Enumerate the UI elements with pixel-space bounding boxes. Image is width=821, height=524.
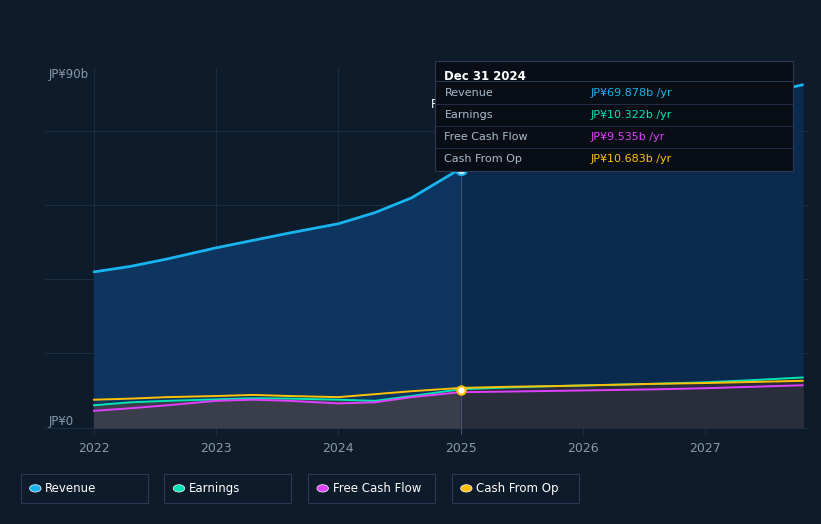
Text: Earnings: Earnings [444,110,493,121]
Text: Revenue: Revenue [45,482,97,495]
Text: JP¥10.683b /yr: JP¥10.683b /yr [590,154,672,165]
Text: Free Cash Flow: Free Cash Flow [444,132,528,143]
Text: JP¥0: JP¥0 [49,414,74,428]
Text: Cash From Op: Cash From Op [444,154,522,165]
Text: Revenue: Revenue [444,88,493,99]
Text: Cash From Op: Cash From Op [476,482,558,495]
Text: Analysts Forecasts: Analysts Forecasts [466,98,576,111]
Text: JP¥9.535b /yr: JP¥9.535b /yr [590,132,665,143]
Text: JP¥90b: JP¥90b [49,68,89,81]
Text: Dec 31 2024: Dec 31 2024 [444,70,526,83]
Text: Past: Past [431,98,456,111]
Text: Earnings: Earnings [189,482,241,495]
Text: JP¥69.878b /yr: JP¥69.878b /yr [590,88,672,99]
Text: JP¥10.322b /yr: JP¥10.322b /yr [590,110,672,121]
Text: Free Cash Flow: Free Cash Flow [333,482,421,495]
